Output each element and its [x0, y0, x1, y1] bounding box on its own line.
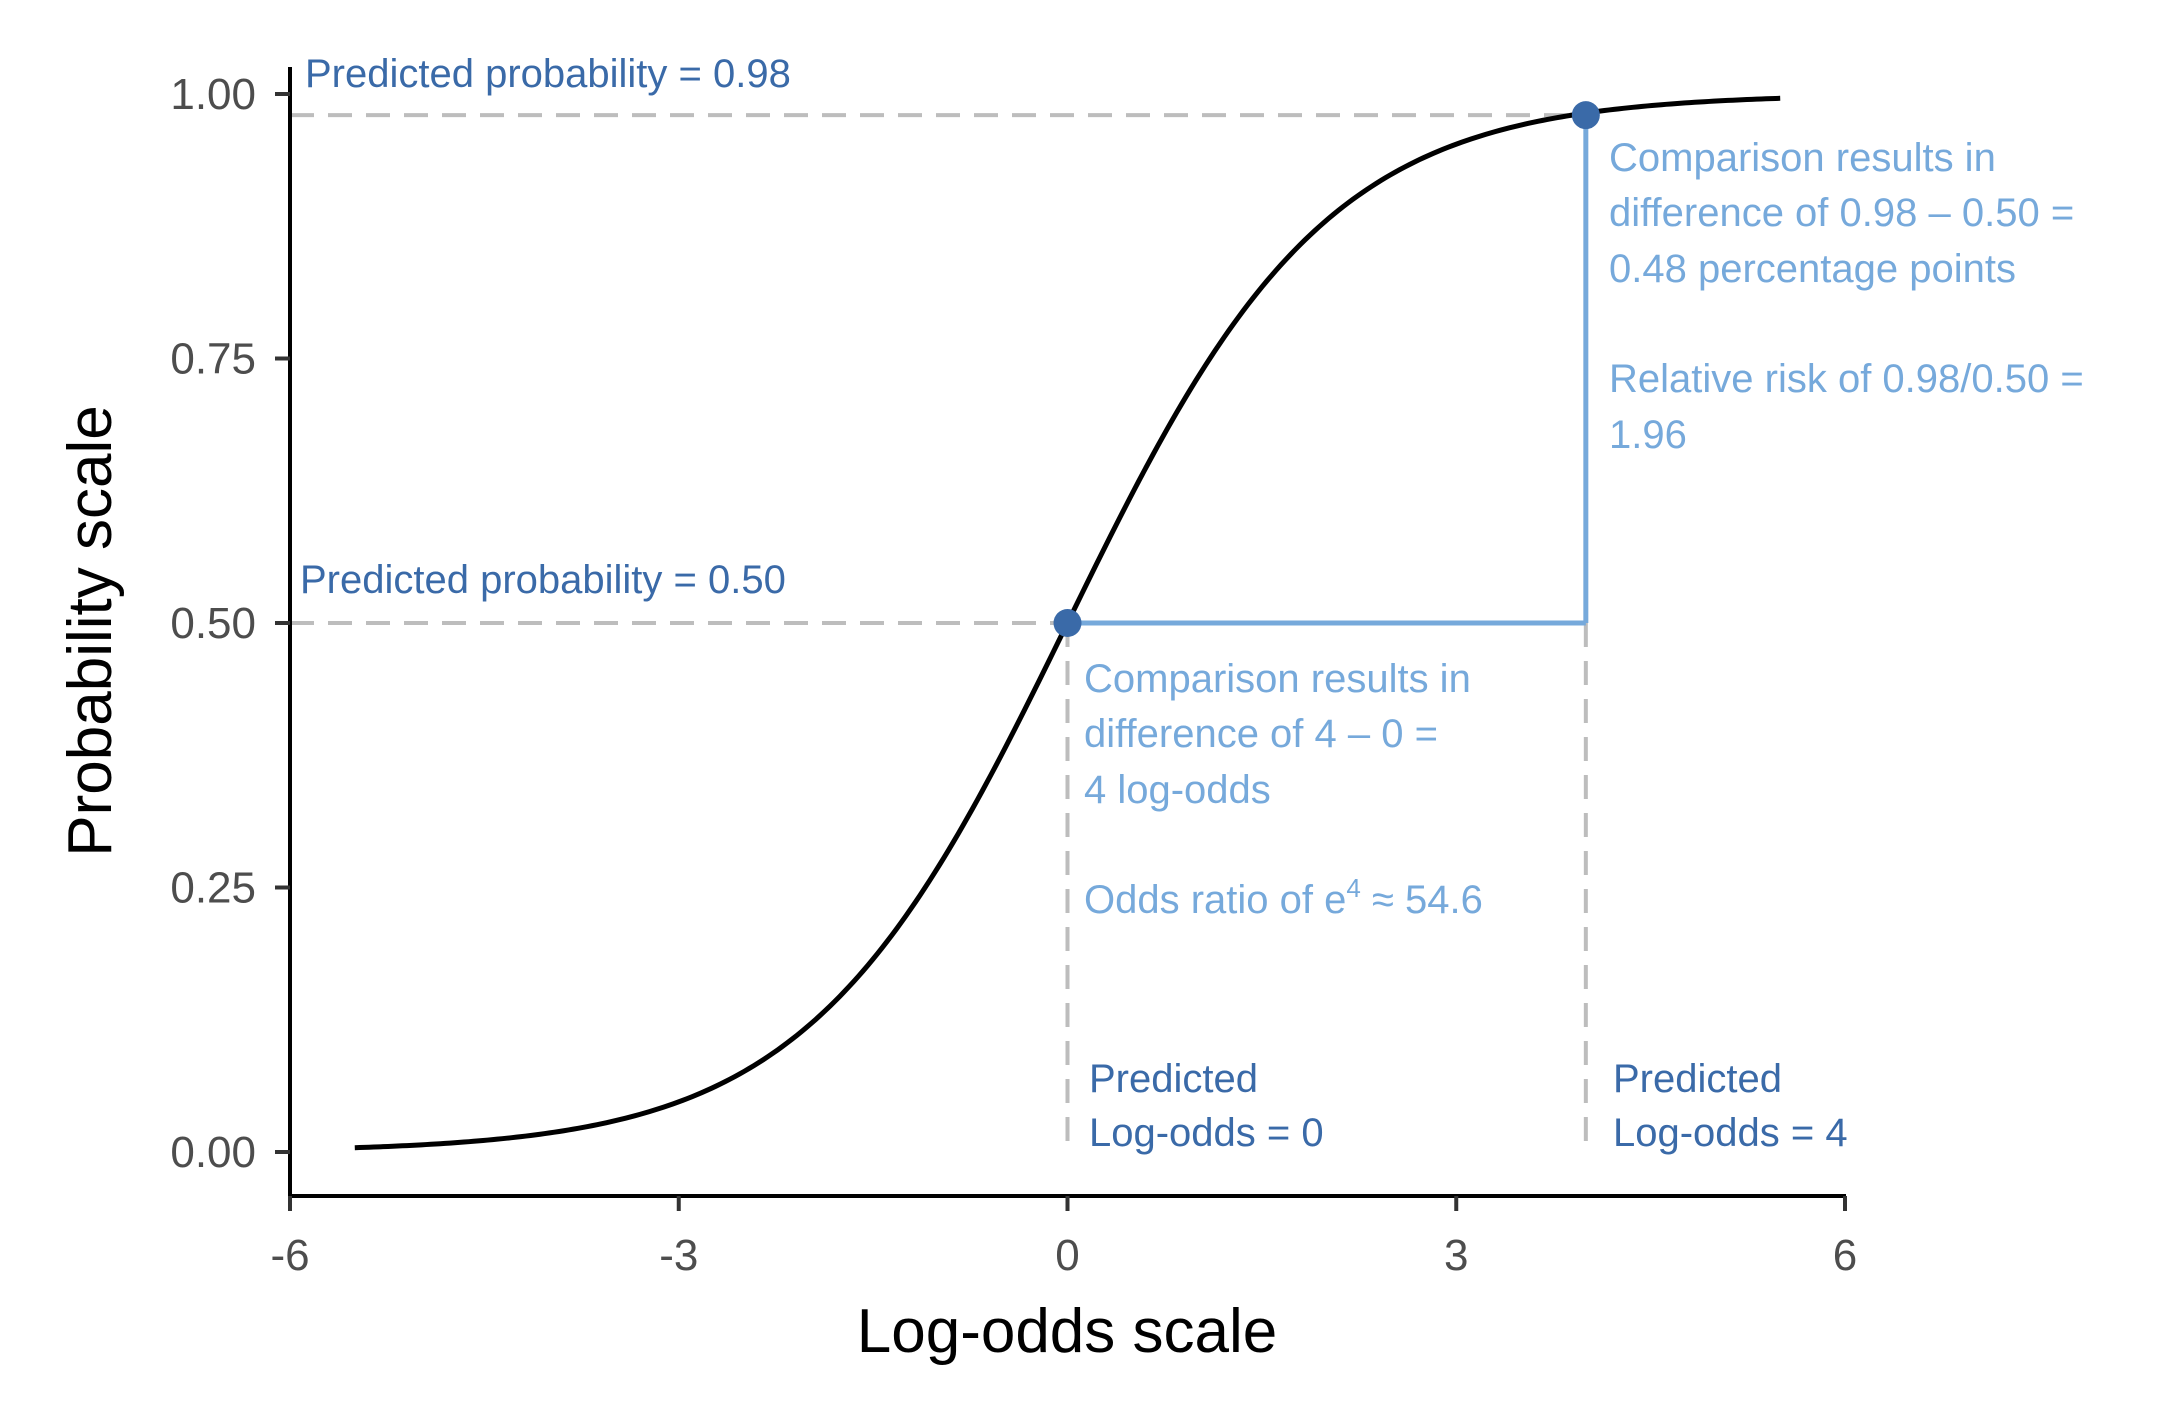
guide-lines [290, 113, 1588, 1152]
y-axis-title: Probability scale [56, 405, 125, 856]
data-point-1 [1571, 101, 1600, 130]
x-tick-label: 0 [1055, 1231, 1079, 1280]
y-tick-label: 0.50 [170, 599, 256, 648]
annotation-predicted-logodds-4: Predicted Log-odds = 4 [1613, 1057, 1848, 1155]
annotation-odds-ratio: Odds ratio of e4 ≈ 54.6 [1084, 873, 1483, 922]
comparison-lines [1067, 115, 1589, 626]
x-tick-label: -6 [270, 1231, 309, 1280]
annotation-prob-comparison: Comparison results in difference of 0.98… [1609, 136, 2085, 291]
y-tick-label: 1.00 [170, 70, 256, 119]
y-ticks: 0.00 0.25 0.50 0.75 1.00 [170, 70, 290, 1177]
y-tick-label: 0.00 [170, 1128, 256, 1177]
annotation-relative-risk: Relative risk of 0.98/0.50 = 1.96 [1609, 357, 2095, 457]
data-points [1053, 101, 1600, 637]
data-point-0 [1053, 609, 1082, 637]
x-axis-title: Log-odds scale [857, 1297, 1278, 1366]
annotation-prob-mid: Predicted probability = 0.50 [300, 558, 786, 602]
annotation-logodds-comparison: Comparison results in difference of 4 – … [1084, 657, 1482, 812]
x-tick-label: 6 [1833, 1231, 1857, 1280]
annotation-prob-high: Predicted probability = 0.98 [305, 52, 791, 96]
y-tick-label: 0.75 [170, 335, 256, 384]
axes: 0.00 0.25 0.50 0.75 1.00 -6 -3 0 3 6 [170, 67, 1857, 1280]
annotation-predicted-logodds-0: Predicted Log-odds = 0 [1089, 1057, 1324, 1155]
x-tick-label: -3 [659, 1231, 698, 1280]
x-ticks: -6 -3 0 3 6 [270, 1196, 1857, 1280]
x-tick-label: 3 [1444, 1231, 1468, 1280]
y-tick-label: 0.25 [170, 864, 256, 913]
